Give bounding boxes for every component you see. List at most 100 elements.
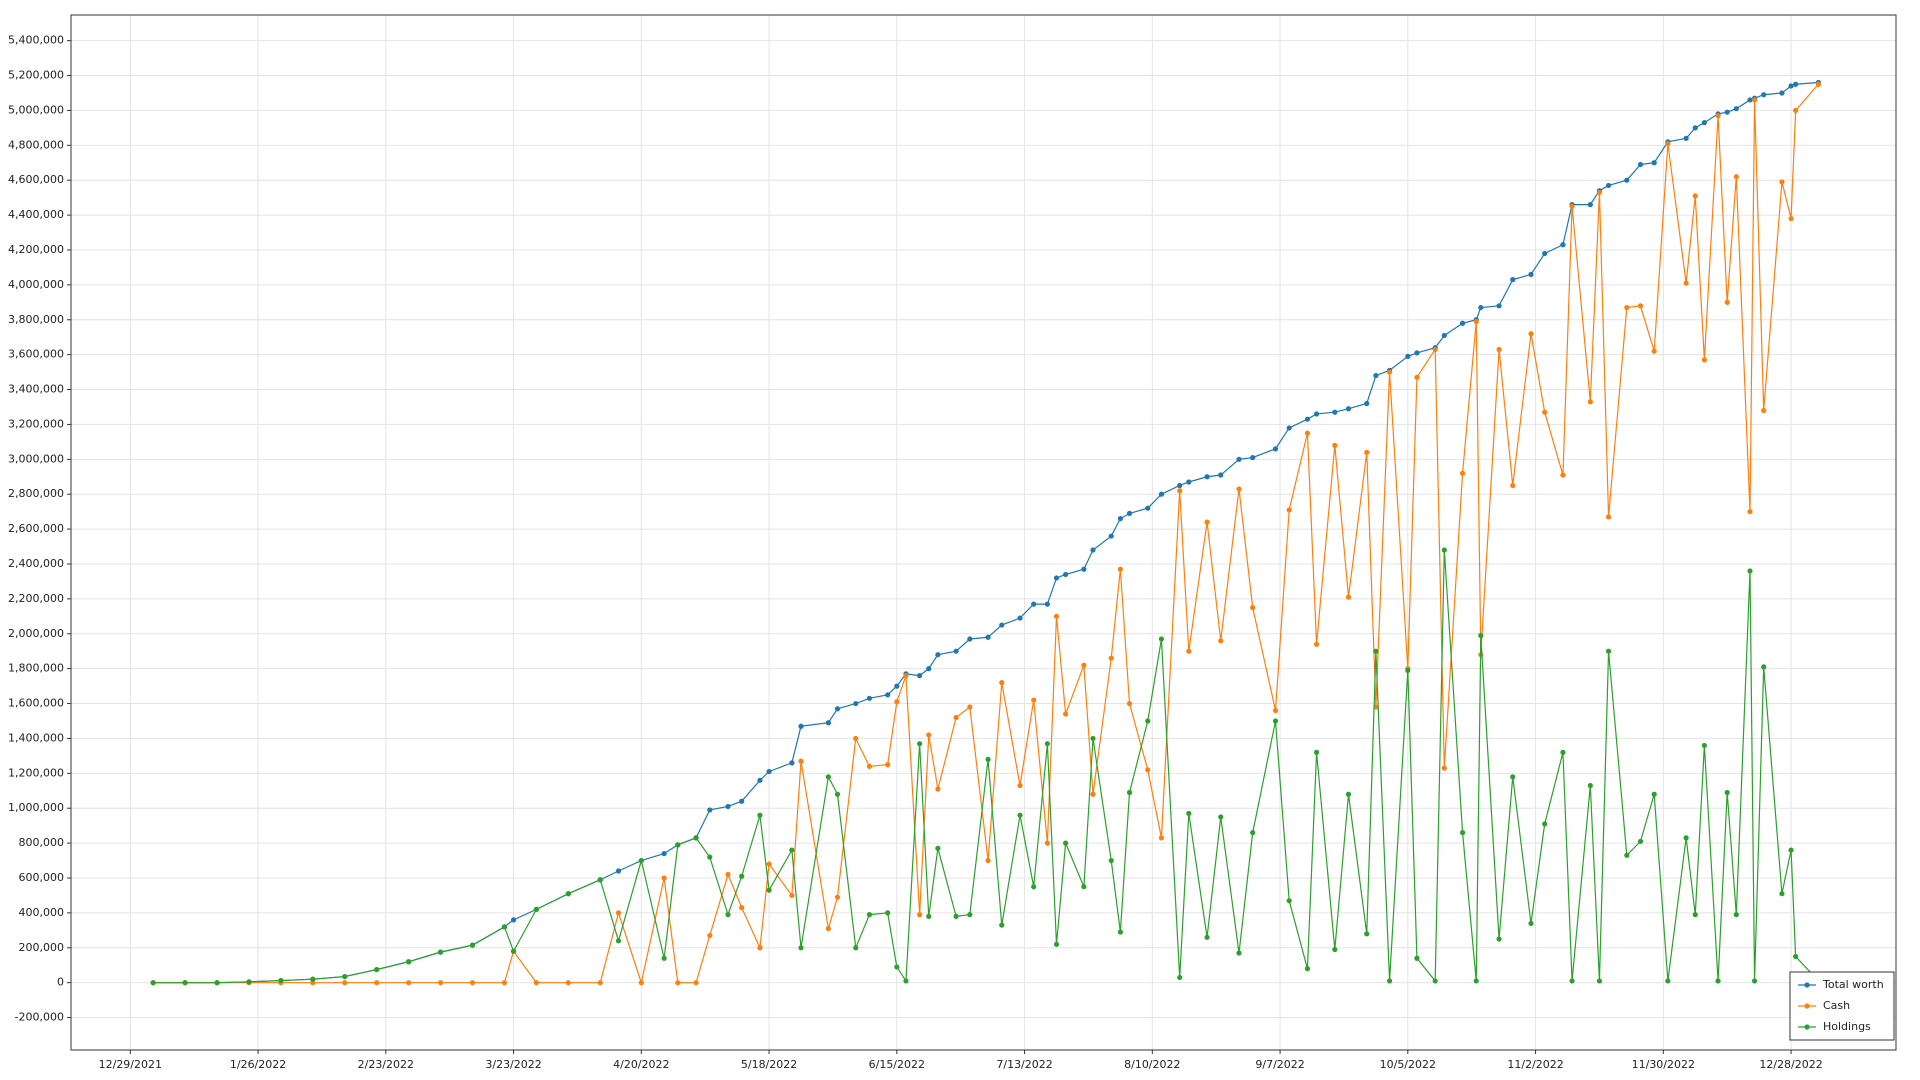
plot-frame bbox=[70, 14, 1897, 1051]
data-point bbox=[1779, 90, 1785, 96]
data-point bbox=[1761, 92, 1767, 98]
data-point bbox=[1386, 978, 1393, 984]
data-point bbox=[1186, 648, 1192, 654]
data-point bbox=[565, 891, 571, 897]
data-point bbox=[1459, 320, 1466, 326]
data-point bbox=[885, 762, 891, 768]
legend: Total worth Cash Holdings bbox=[1789, 971, 1895, 1041]
data-point bbox=[1701, 357, 1707, 363]
x-tick-label: 12/28/2022 bbox=[1759, 1058, 1822, 1071]
data-point bbox=[1108, 533, 1114, 539]
data-point bbox=[1510, 774, 1516, 780]
data-point bbox=[1605, 648, 1612, 654]
data-point bbox=[1605, 514, 1612, 520]
y-tick-label: 4,600,000 bbox=[8, 173, 64, 186]
data-point bbox=[757, 945, 763, 951]
data-point bbox=[1177, 482, 1183, 489]
data-point bbox=[1788, 83, 1794, 89]
data-point bbox=[1651, 348, 1657, 354]
data-point bbox=[1145, 505, 1151, 511]
data-point bbox=[1117, 566, 1123, 572]
data-point bbox=[1250, 454, 1256, 461]
data-point bbox=[739, 905, 745, 911]
data-point bbox=[693, 835, 699, 841]
data-point bbox=[1017, 615, 1023, 621]
data-point bbox=[1304, 430, 1311, 436]
x-tick-label: 3/23/2022 bbox=[485, 1058, 541, 1071]
data-point bbox=[1815, 81, 1822, 87]
data-point bbox=[1414, 374, 1420, 380]
data-point bbox=[1117, 929, 1123, 935]
data-point bbox=[1596, 978, 1603, 984]
data-point bbox=[675, 980, 681, 986]
y-tick-label: 5,000,000 bbox=[8, 103, 64, 116]
data-point bbox=[1432, 346, 1438, 353]
data-point bbox=[1386, 369, 1393, 375]
data-point bbox=[533, 980, 539, 986]
data-point bbox=[1081, 884, 1087, 890]
data-point bbox=[1747, 509, 1753, 515]
data-point bbox=[1272, 707, 1279, 714]
data-point bbox=[935, 845, 941, 851]
data-point bbox=[834, 706, 841, 712]
data-point bbox=[1701, 742, 1707, 749]
data-point bbox=[1117, 516, 1123, 522]
data-point bbox=[1637, 303, 1644, 309]
data-point bbox=[437, 980, 444, 986]
data-point bbox=[1496, 346, 1502, 353]
data-point bbox=[214, 980, 220, 986]
data-point bbox=[1733, 912, 1739, 918]
data-point bbox=[1459, 470, 1466, 476]
data-point bbox=[707, 932, 713, 939]
data-point bbox=[1218, 814, 1224, 820]
y-tick-label: 4,400,000 bbox=[8, 208, 64, 221]
data-point bbox=[1053, 941, 1060, 947]
data-point bbox=[798, 945, 804, 951]
data-point bbox=[1236, 950, 1242, 956]
y-tick-label: 1,600,000 bbox=[8, 697, 64, 710]
data-point bbox=[953, 648, 959, 654]
data-point bbox=[1692, 912, 1698, 918]
data-point bbox=[1063, 571, 1069, 578]
data-point bbox=[999, 680, 1005, 686]
data-point bbox=[501, 980, 508, 986]
data-point bbox=[866, 763, 873, 769]
data-point bbox=[1724, 789, 1730, 796]
data-point bbox=[1560, 472, 1566, 478]
data-point bbox=[917, 912, 923, 918]
data-point bbox=[725, 803, 731, 810]
data-point bbox=[1747, 568, 1753, 574]
x-tick-label: 4/20/2022 bbox=[613, 1058, 669, 1071]
data-point bbox=[1017, 812, 1023, 818]
data-point bbox=[1510, 277, 1516, 283]
data-point bbox=[1236, 486, 1242, 492]
data-point bbox=[1542, 250, 1548, 257]
y-tick-label: 4,000,000 bbox=[8, 278, 64, 291]
data-point bbox=[1272, 446, 1279, 452]
data-point bbox=[1624, 304, 1630, 311]
data-point bbox=[1733, 174, 1739, 180]
data-point bbox=[834, 791, 841, 797]
data-point bbox=[1345, 594, 1352, 600]
data-point bbox=[885, 692, 891, 698]
data-point bbox=[1090, 791, 1096, 797]
data-point bbox=[1158, 835, 1165, 841]
data-point bbox=[510, 948, 517, 954]
data-point bbox=[1332, 442, 1338, 448]
data-point bbox=[469, 980, 476, 986]
data-point bbox=[1510, 482, 1516, 489]
data-point bbox=[693, 980, 699, 986]
data-point bbox=[999, 922, 1005, 928]
x-tick-label: 7/13/2022 bbox=[996, 1058, 1052, 1071]
data-point bbox=[866, 695, 873, 701]
data-point bbox=[999, 622, 1005, 628]
data-point bbox=[1304, 966, 1311, 972]
legend-marker bbox=[1804, 1003, 1810, 1009]
y-tick-label: 1,400,000 bbox=[8, 731, 64, 744]
data-point bbox=[342, 980, 348, 986]
y-tick-label: 800,000 bbox=[19, 836, 65, 849]
data-point bbox=[374, 966, 380, 973]
data-point bbox=[406, 980, 412, 986]
data-point bbox=[1724, 109, 1730, 115]
